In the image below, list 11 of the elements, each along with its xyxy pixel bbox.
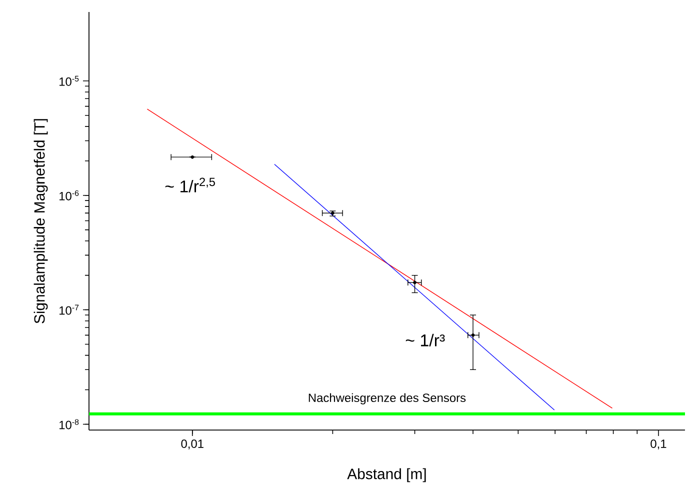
- y-axis-title: Signalamplitude Magnetfeld [T]: [34, 119, 48, 324]
- annotation: ~ 1/r$^{2,5}$: [165, 178, 215, 192]
- y-tick-label: 10$^{-7}$: [60, 304, 79, 315]
- ref-line-label: Nachweisgrenze des Sensors: [308, 393, 466, 404]
- x-axis-title: Abstand [m]: [347, 468, 426, 482]
- x-tick-label: 0,1: [650, 440, 666, 450]
- y-tick-label: 10$^{-8}$: [60, 419, 79, 430]
- annotation: ~ 1/r³: [406, 334, 445, 346]
- y-tick-label: 10$^{-5}$: [60, 76, 79, 86]
- x-tick-label: 0,01: [181, 440, 204, 450]
- y-tick-label: 10$^{-6}$: [60, 190, 79, 200]
